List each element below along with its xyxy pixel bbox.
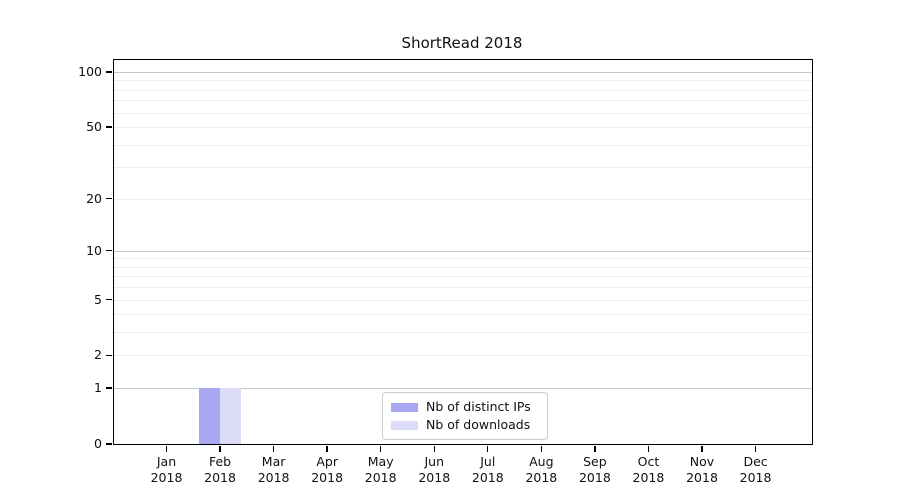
plot-area: Nb of distinct IPs Nb of downloads 0 1 2 5 1…: [78, 59, 813, 485]
x-tick-mark: [272, 445, 275, 452]
y-tick-mark: [106, 298, 113, 301]
x-tick-mark: [380, 445, 382, 452]
legend-entry-downloads: Nb of downloads: [391, 416, 539, 434]
x-tick-label: Sep 2018: [578, 454, 611, 485]
legend-swatch-downloads: [391, 420, 418, 430]
x-tick-mark: [594, 445, 596, 452]
x-tick-label: May 2018: [364, 454, 397, 485]
gridline-minor: [114, 355, 812, 357]
x-tick-mark: [165, 445, 168, 452]
x-tick-mark: [540, 445, 543, 452]
gridline-minor: [114, 80, 812, 82]
y-tick-mark: [106, 250, 113, 252]
gridline-minor: [114, 127, 812, 129]
x-tick-mark: [754, 445, 757, 452]
gridline-minor: [114, 89, 812, 91]
legend: Nb of distinct IPs Nb of downloads: [382, 392, 548, 440]
y-tick-label: 10: [86, 242, 102, 258]
x-tick-mark: [647, 445, 650, 452]
y-tick-mark: [106, 126, 113, 128]
x-tick-mark: [219, 445, 221, 452]
gridline-minor: [114, 112, 812, 114]
y-tick-mark: [106, 443, 113, 445]
y-tick-label: 20: [86, 190, 102, 206]
gridline-major: [114, 250, 812, 252]
y-tick-mark: [106, 387, 113, 389]
x-tick-label: Jul 2018: [471, 454, 504, 485]
chart-title: ShortRead 2018: [401, 34, 523, 52]
x-tick-label: Mar 2018: [257, 454, 290, 485]
x-tick-label: Apr 2018: [311, 454, 344, 485]
y-tick-label: 50: [86, 119, 102, 135]
x-tick-mark: [701, 445, 703, 452]
y-tick-label: 5: [94, 291, 102, 307]
x-tick-label: Oct 2018: [632, 454, 665, 485]
gridline-minor: [114, 276, 812, 278]
gridline-minor: [114, 100, 812, 102]
x-tick-label: Aug 2018: [525, 454, 558, 485]
bar-downloads: [220, 388, 242, 444]
gridline-minor: [114, 287, 812, 289]
y-tick-label: 2: [94, 347, 102, 363]
gridline-minor: [114, 144, 812, 146]
x-tick-label: Feb 2018: [204, 454, 236, 485]
gridline-minor: [114, 198, 812, 200]
x-tick-mark: [433, 445, 435, 452]
legend-label-distinct-ips: Nb of distinct IPs: [426, 399, 531, 414]
gridline-major: [114, 72, 812, 73]
gridline-minor: [114, 167, 812, 169]
x-tick-label: Dec 2018: [739, 454, 772, 485]
y-tick-label: 100: [78, 64, 102, 79]
legend-entry-distinct-ips: Nb of distinct IPs: [391, 398, 539, 416]
x-tick-label: Jun 2018: [418, 454, 451, 485]
gridline-minor: [114, 266, 812, 268]
legend-label-downloads: Nb of downloads: [426, 417, 531, 432]
x-tick-label: Nov 2018: [686, 454, 718, 485]
gridline-minor: [114, 299, 812, 301]
y-tick-label: 1: [94, 380, 102, 396]
gridline-major: [114, 388, 812, 390]
gridline-minor: [114, 258, 812, 260]
gridline-minor: [114, 332, 812, 334]
x-tick-mark: [326, 445, 328, 452]
y-tick-mark: [106, 354, 113, 357]
x-tick-label: Jan 2018: [150, 454, 183, 485]
legend-swatch-distinct-ips: [391, 402, 418, 412]
bar-distinct-ips: [199, 388, 221, 444]
y-tick-mark: [106, 197, 113, 200]
y-tick-mark: [106, 71, 113, 73]
y-tick-label: 0: [94, 436, 102, 451]
gridline-minor: [114, 314, 812, 316]
x-tick-mark: [487, 445, 489, 452]
